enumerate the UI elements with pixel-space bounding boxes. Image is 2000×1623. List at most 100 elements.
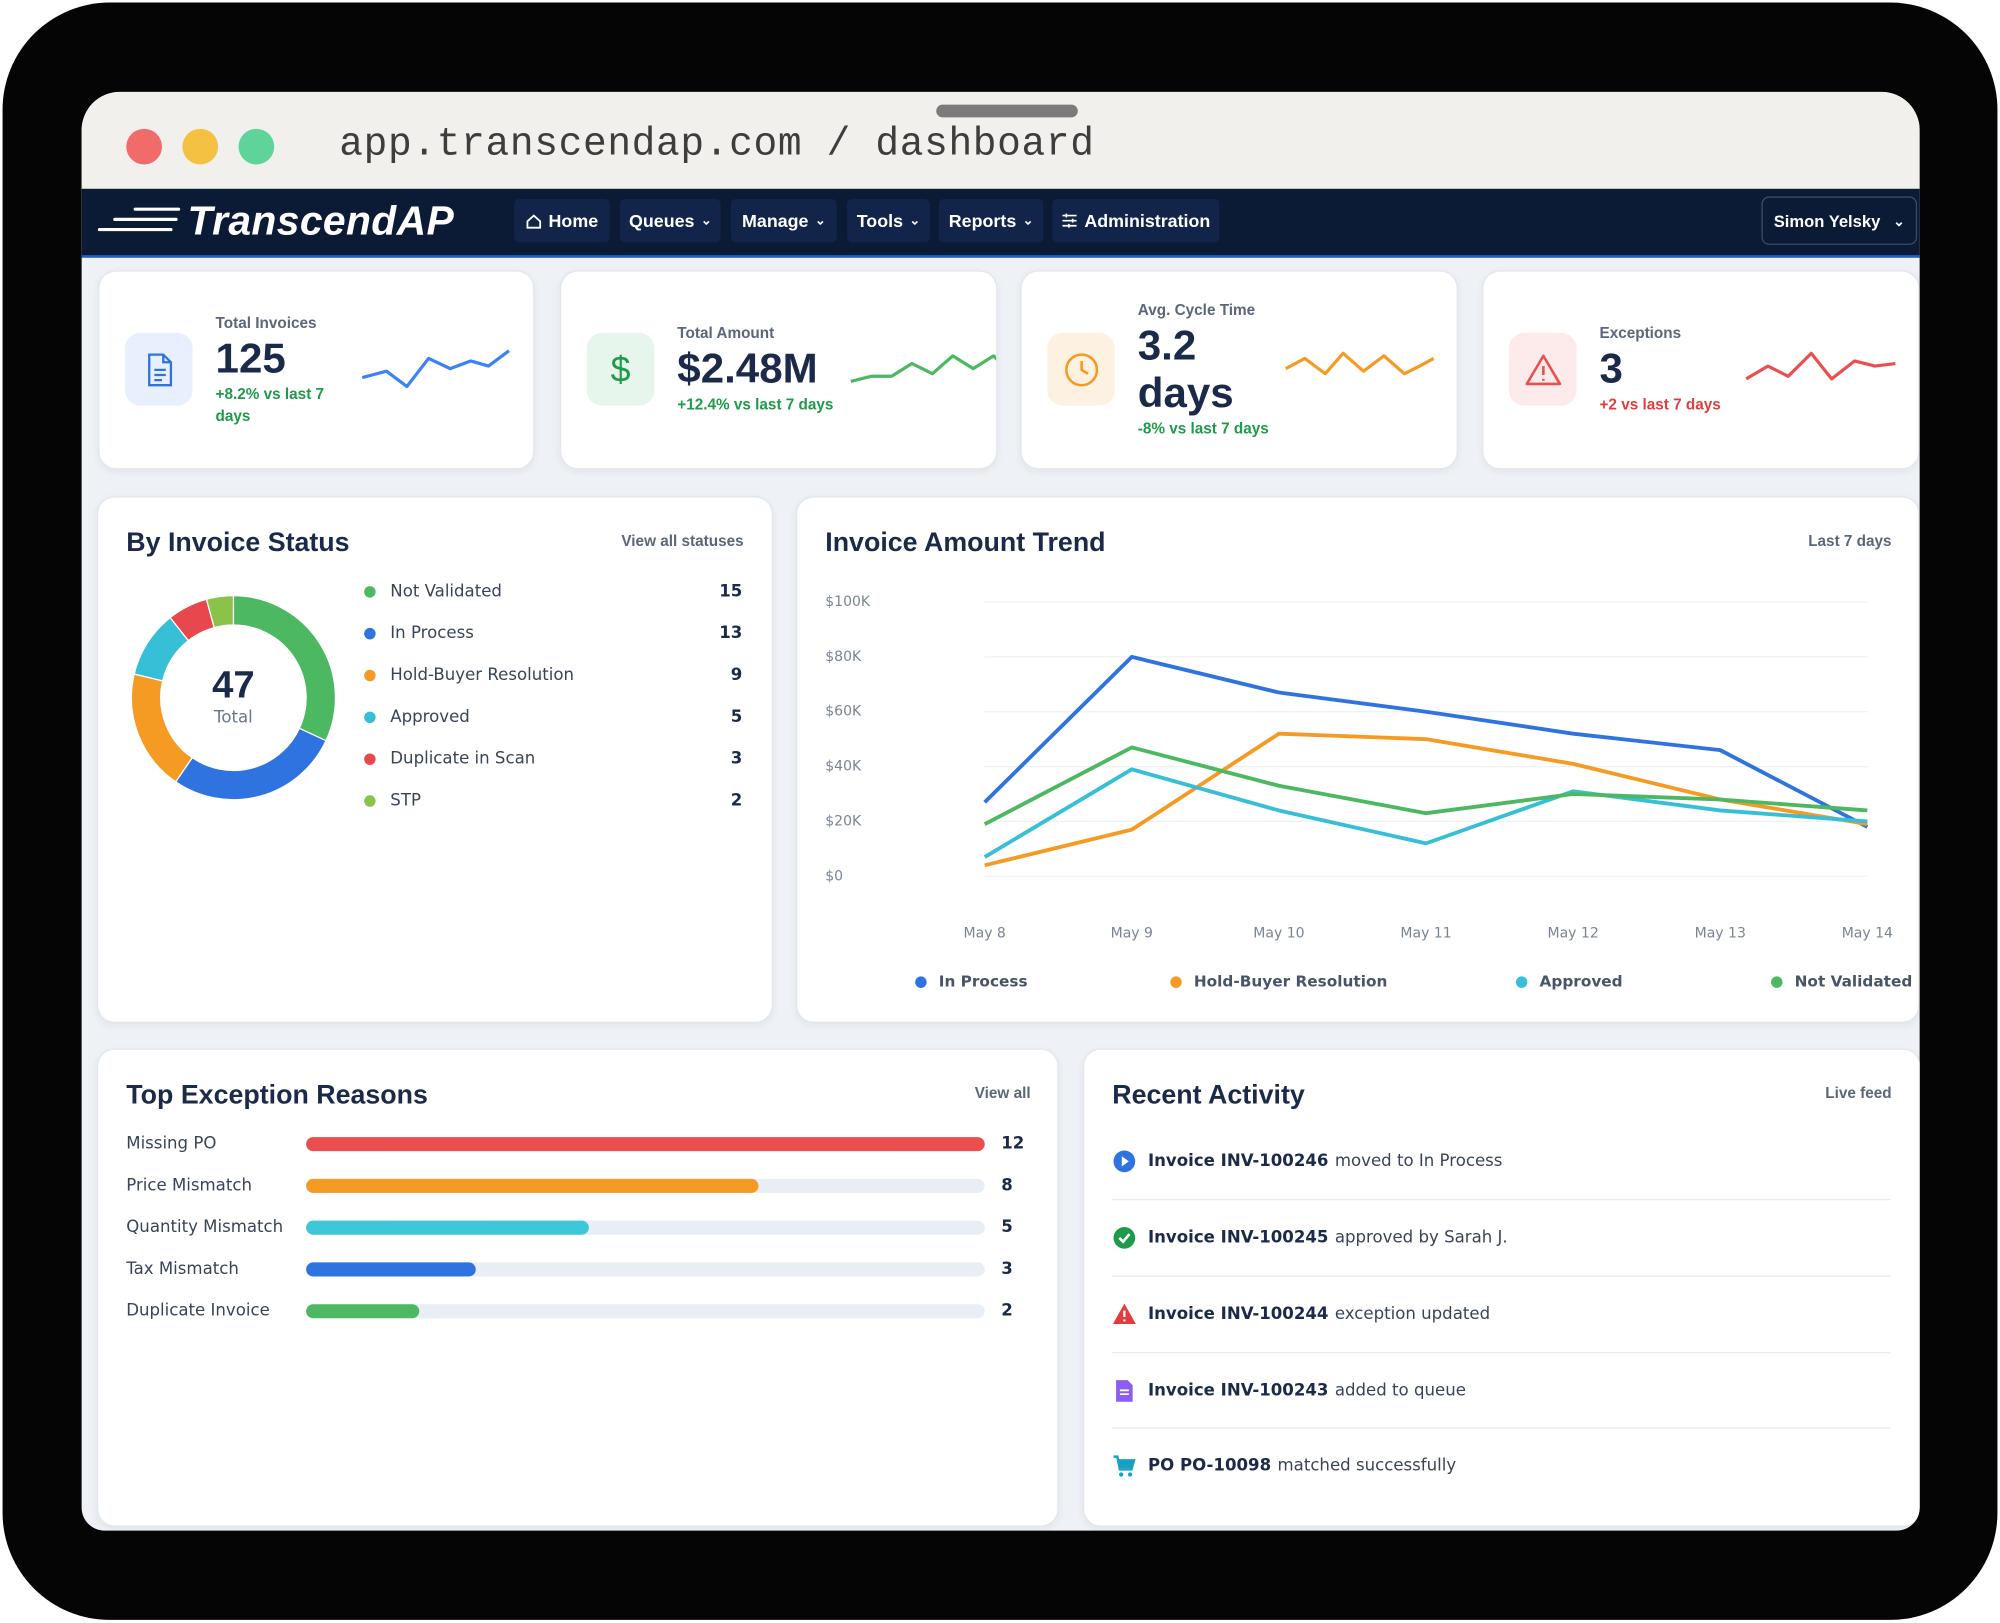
y-tick-label: $80K bbox=[825, 649, 862, 665]
caret: ⌄ bbox=[1893, 213, 1905, 229]
nav-label: Tools bbox=[856, 210, 904, 231]
kpi-card: Total Invoices 125 +8.2% vs last 7 days bbox=[98, 270, 535, 470]
legend-dot bbox=[364, 586, 376, 598]
card-title: Top Exception Reasons bbox=[126, 1080, 428, 1110]
sparkline bbox=[850, 354, 997, 383]
nav-label: Reports bbox=[948, 210, 1017, 231]
activity-item[interactable]: PO PO-10098 matched successfully bbox=[1112, 1427, 1890, 1504]
legend-label: STP bbox=[390, 791, 421, 810]
card-title: Recent Activity bbox=[1112, 1080, 1305, 1110]
line-series bbox=[983, 745, 1868, 826]
legend-dot bbox=[364, 627, 376, 640]
kpi-text: Total Amount $2.48M +12.4% vs last 7 day… bbox=[677, 272, 856, 468]
kpi-icon bbox=[1508, 332, 1577, 406]
bar-chart: Missing PO 12 Price Mismatch 8 Quantity Mism… bbox=[125, 1134, 1024, 1320]
donut-center-label: Total bbox=[213, 708, 253, 727]
activity-subject: Invoice INV-100246 bbox=[1147, 1151, 1329, 1171]
activity-subject: Invoice INV-100243 bbox=[1147, 1380, 1329, 1400]
line-series bbox=[983, 767, 1868, 859]
legend-value: 13 bbox=[719, 623, 742, 642]
bar bbox=[306, 1262, 476, 1277]
separator bbox=[1112, 1275, 1891, 1277]
x-tick-label: May 10 bbox=[1253, 926, 1304, 942]
legend-label: Duplicate in Scan bbox=[390, 749, 535, 768]
legend-dot bbox=[364, 669, 376, 682]
kpi-value: 3.2 days bbox=[1137, 320, 1234, 416]
caret: ⌄ bbox=[700, 213, 712, 228]
activity-subject: Invoice INV-100244 bbox=[1147, 1304, 1329, 1324]
minimize-dot[interactable] bbox=[182, 128, 219, 165]
kpi-card: Avg. Cycle Time 3.2 days -8% vs last 7 d… bbox=[1020, 270, 1458, 470]
activity-item[interactable]: Invoice INV-100245 approved by Sarah J. bbox=[1112, 1199, 1890, 1276]
kpi-icon bbox=[1047, 332, 1115, 406]
kpi-label: Total Amount bbox=[677, 323, 775, 342]
kpi-label: Exceptions bbox=[1599, 323, 1682, 342]
legend-dot bbox=[1170, 976, 1182, 988]
activity-card: Recent Activity Live feed Invoice INV-10… bbox=[1082, 1048, 1920, 1527]
kpi-card: Exceptions 3 +2 vs last 7 days bbox=[1482, 270, 1920, 470]
kpi-change: +12.4% vs last 7 days bbox=[677, 395, 834, 414]
check-icon bbox=[1113, 1226, 1136, 1249]
kpi-text: Total Invoices 125 +8.2% vs last 7 days bbox=[216, 272, 337, 468]
url[interactable]: app.transcendap.com / dashboard bbox=[339, 122, 1095, 168]
kpi-change: -8% vs last 7 days bbox=[1137, 419, 1269, 437]
activity-item[interactable]: Invoice INV-100243 added to queue bbox=[1112, 1352, 1890, 1429]
trend-card: Invoice Amount Trend Last 7 days $0 $20K $… bbox=[795, 496, 1920, 1023]
donut-chart: 47 Total Not Validated 15 In Process 13 Hold… bbox=[130, 581, 743, 810]
legend-label: Not Validated bbox=[1795, 973, 1913, 991]
donut-center-value: 47 bbox=[212, 664, 255, 707]
bar-value: 12 bbox=[1001, 1134, 1024, 1153]
bar-label: Missing PO bbox=[126, 1134, 216, 1153]
user-menu[interactable]: Simon Yelsky ⌄ bbox=[1761, 196, 1918, 245]
admin-icon bbox=[1062, 213, 1077, 228]
card-link[interactable]: View all bbox=[974, 1084, 1031, 1103]
nav-tools[interactable]: Tools ⌄ bbox=[846, 198, 930, 243]
activity-text: moved to In Process bbox=[1334, 1151, 1503, 1171]
nav-queues[interactable]: Queues ⌄ bbox=[619, 198, 721, 243]
separator bbox=[1112, 1352, 1891, 1354]
y-tick-label: $0 bbox=[825, 868, 843, 884]
caret: ⌄ bbox=[814, 213, 826, 228]
y-tick-label: $40K bbox=[825, 759, 862, 775]
nav-reports[interactable]: Reports ⌄ bbox=[938, 198, 1044, 243]
nav-administration[interactable]: Administration bbox=[1052, 198, 1220, 243]
bar-value: 8 bbox=[1001, 1175, 1013, 1194]
y-tick-label: $60K bbox=[825, 704, 862, 720]
legend-label: Approved bbox=[390, 707, 470, 726]
activity-item[interactable]: Invoice INV-100246 moved to In Process bbox=[1112, 1122, 1890, 1199]
legend-value: 15 bbox=[719, 581, 742, 600]
legend-dot bbox=[1771, 976, 1783, 988]
legend-dot bbox=[915, 976, 927, 988]
line-chart: $0 $20K $40K $60K $80K $100K May 8 May 9 May 10 M… bbox=[825, 594, 1913, 991]
legend-value: 3 bbox=[731, 749, 743, 768]
bar-label: Quantity Mismatch bbox=[126, 1217, 283, 1236]
x-tick-label: May 13 bbox=[1695, 926, 1746, 942]
brand-lines bbox=[97, 207, 181, 232]
legend-dot bbox=[364, 753, 376, 765]
dollar-icon: $ bbox=[610, 348, 631, 389]
nav-manage[interactable]: Manage ⌄ bbox=[730, 198, 837, 243]
x-tick-label: May 8 bbox=[964, 926, 1006, 942]
legend-label: In Process bbox=[390, 623, 474, 642]
bar-track bbox=[306, 1304, 985, 1319]
maximize-dot[interactable] bbox=[238, 128, 275, 165]
bar-value: 2 bbox=[1001, 1301, 1013, 1320]
clock-icon bbox=[1064, 352, 1098, 386]
brand[interactable]: TranscendAP bbox=[187, 197, 455, 244]
browser-bar: app.transcendap.com / dashboard bbox=[81, 91, 1920, 189]
activity-item[interactable]: Invoice INV-100244 exception updated bbox=[1112, 1276, 1890, 1353]
nav-home[interactable]: Home bbox=[514, 198, 610, 243]
activity-text: approved by Sarah J. bbox=[1334, 1227, 1508, 1247]
donut-segment bbox=[130, 673, 194, 783]
close-dot[interactable] bbox=[126, 128, 162, 165]
card-subtitle: Last 7 days bbox=[1808, 531, 1892, 550]
x-tick-label: May 9 bbox=[1111, 926, 1153, 942]
activity-text: matched successfully bbox=[1277, 1455, 1457, 1476]
card-link[interactable]: View all statuses bbox=[621, 531, 744, 550]
legend-dot bbox=[1515, 976, 1528, 988]
bar-label: Tax Mismatch bbox=[125, 1259, 239, 1278]
separator bbox=[1112, 1198, 1891, 1201]
kpi-change: +8.2% vs last 7 days bbox=[215, 384, 325, 425]
caret: ⌄ bbox=[1022, 213, 1034, 228]
